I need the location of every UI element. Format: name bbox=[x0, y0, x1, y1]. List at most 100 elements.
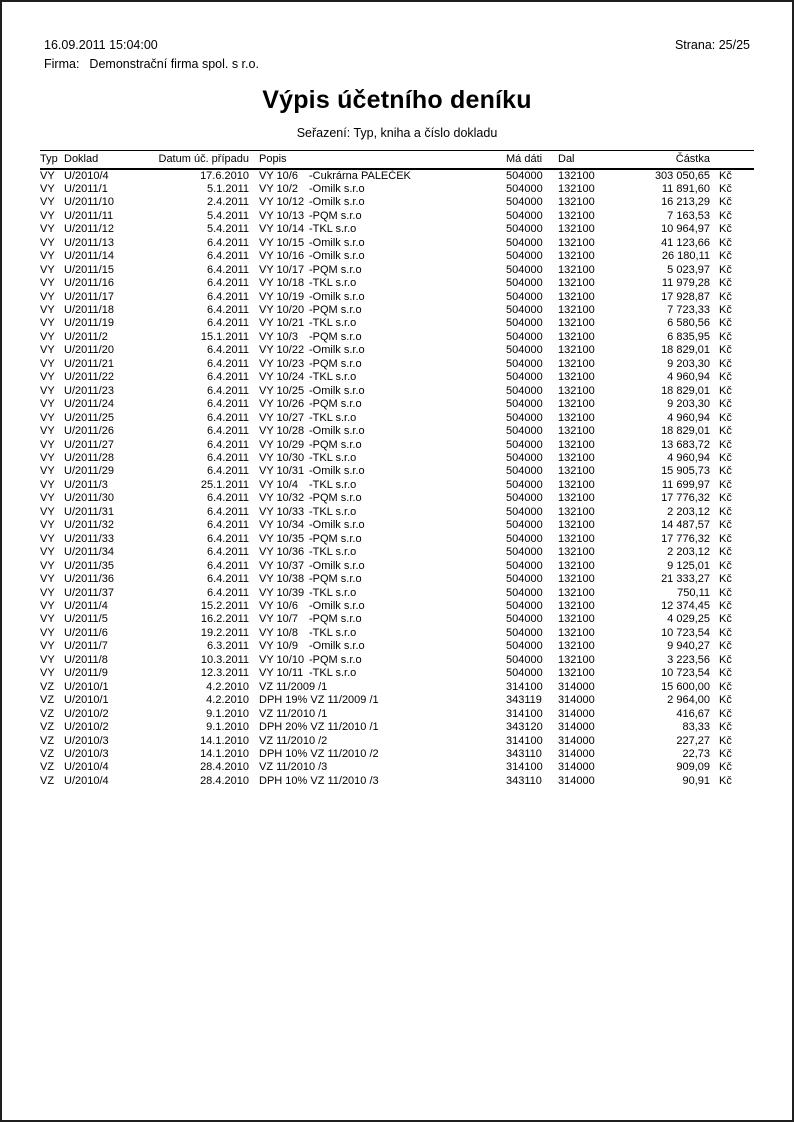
popis-description: -TKL s.r.o bbox=[309, 626, 357, 639]
cell-madati: 343120 bbox=[506, 721, 543, 734]
cell-currency: Kč bbox=[719, 277, 732, 290]
cell-popis: VY 10/25 -Omilk s.r.o bbox=[249, 385, 506, 398]
cell-castka: 9 203,30 bbox=[667, 398, 710, 411]
cell-doklad: U/2010/1 bbox=[64, 694, 109, 707]
cell-castka: 17 776,32 bbox=[661, 492, 710, 505]
cell-doklad: U/2011/31 bbox=[64, 505, 114, 518]
cell-castka: 15 905,73 bbox=[661, 465, 710, 478]
popis-description: -Omilk s.r.o bbox=[309, 236, 365, 249]
cell-popis: VZ 11/2010 /3 bbox=[249, 761, 506, 774]
table-row: VY U/2010/4 17.6.2010 VY 10/6 -Cukrárna PALE… bbox=[40, 169, 754, 183]
cell-doklad: U/2011/16 bbox=[64, 277, 114, 290]
popis-description: -PQM s.r.o bbox=[309, 330, 362, 343]
cell-madati: 504000 bbox=[506, 438, 543, 451]
popis-document-ref: VY 10/26 bbox=[259, 398, 305, 411]
sort-description: Seřazení: Typ, kniha a číslo dokladu bbox=[296, 126, 498, 140]
popis-description: -TKL s.r.o bbox=[309, 546, 357, 559]
cell-datum: 6.4.2011 bbox=[206, 532, 249, 545]
cell-madati: 504000 bbox=[506, 546, 543, 559]
cell-currency: Kč bbox=[719, 182, 732, 195]
table-row: VY U/2011/13 6.4.2011 VY 10/15 -Omilk s.r.o 5… bbox=[40, 237, 754, 250]
cell-dal: 132100 bbox=[558, 492, 595, 505]
cell-currency: Kč bbox=[719, 626, 732, 639]
popis-description: -TKL s.r.o bbox=[309, 277, 357, 290]
popis-document-ref: VY 10/11 bbox=[259, 667, 304, 680]
popis-document-ref: VY 10/32 bbox=[259, 492, 305, 505]
cell-datum: 14.1.2010 bbox=[200, 747, 249, 760]
popis-description: -PQM s.r.o bbox=[309, 492, 362, 505]
cell-currency: Kč bbox=[719, 546, 732, 559]
cell-castka: 10 723,54 bbox=[661, 626, 710, 639]
popis-document-ref: VZ 11/2010 /3 bbox=[259, 761, 328, 774]
popis-document-ref: VZ 11/2010 /2 bbox=[259, 734, 328, 747]
cell-typ: VY bbox=[40, 600, 55, 612]
cell-popis: VZ 11/2010 /2 bbox=[249, 735, 506, 748]
cell-doklad: U/2011/21 bbox=[64, 357, 114, 370]
cell-doklad: U/2011/8 bbox=[64, 653, 108, 666]
cell-dal: 132100 bbox=[558, 236, 595, 249]
cell-currency: Kč bbox=[719, 344, 732, 357]
cell-castka: 15 600,00 bbox=[661, 680, 710, 693]
table-row: VY U/2011/4 15.2.2011 VY 10/6 -Omilk s.r.o 50… bbox=[40, 600, 754, 613]
table-row: VY U/2011/19 6.4.2011 VY 10/21 -TKL s.r.o 504… bbox=[40, 317, 754, 330]
cell-datum: 5.1.2011 bbox=[206, 182, 249, 195]
cell-currency: Kč bbox=[719, 559, 732, 572]
cell-doklad: U/2011/1 bbox=[64, 182, 108, 195]
cell-popis: VY 10/20 -PQM s.r.o bbox=[249, 304, 506, 317]
cell-currency: Kč bbox=[719, 613, 732, 626]
cell-popis: DPH 10% VZ 11/2010 /3 bbox=[249, 775, 506, 788]
cell-popis: VY 10/26 -PQM s.r.o bbox=[249, 398, 506, 411]
table-row: VY U/2011/18 6.4.2011 VY 10/20 -PQM s.r.o 504… bbox=[40, 304, 754, 317]
cell-typ: VZ bbox=[40, 734, 55, 747]
cell-datum: 6.4.2011 bbox=[206, 438, 249, 451]
cell-typ: VY bbox=[40, 182, 55, 195]
cell-madati: 504000 bbox=[506, 586, 543, 599]
cell-madati: 504000 bbox=[506, 169, 543, 182]
cell-dal: 132100 bbox=[558, 317, 595, 330]
table-row: VY U/2011/29 6.4.2011 VY 10/31 -Omilk s.r.o 5… bbox=[40, 465, 754, 478]
cell-dal: 132100 bbox=[558, 425, 595, 438]
cell-typ: VY bbox=[40, 438, 55, 451]
cell-datum: 15.1.2011 bbox=[200, 330, 249, 343]
cell-doklad: U/2011/10 bbox=[64, 196, 114, 209]
cell-popis: VY 10/4 -TKL s.r.o bbox=[249, 479, 506, 492]
table-row: VY U/2011/9 12.3.2011 VY 10/11 -TKL s.r.o 504… bbox=[40, 667, 754, 680]
print-datetime: 16.09.2011 15:04:00 bbox=[44, 38, 158, 52]
page-title: Výpis účetního deníku bbox=[262, 86, 532, 114]
cell-currency: Kč bbox=[719, 532, 732, 545]
cell-doklad: U/2011/13 bbox=[64, 236, 114, 249]
table-row: VZ U/2010/2 9.1.2010 DPH 20% VZ 11/2010 /1 3… bbox=[40, 721, 754, 734]
cell-castka: 2 203,12 bbox=[667, 546, 710, 559]
cell-datum: 6.4.2011 bbox=[206, 344, 249, 357]
popis-document-ref: VY 10/7 bbox=[259, 613, 298, 626]
popis-description: -TKL s.r.o bbox=[309, 223, 357, 236]
journal-table-body: VY U/2010/4 17.6.2010 VY 10/6 -Cukrárna PALE… bbox=[40, 169, 754, 789]
cell-popis: DPH 10% VZ 11/2010 /2 bbox=[249, 748, 506, 761]
cell-typ: VY bbox=[40, 330, 55, 343]
cell-currency: Kč bbox=[719, 573, 732, 586]
cell-castka: 9 203,30 bbox=[667, 357, 710, 370]
cell-doklad: U/2011/17 bbox=[64, 290, 114, 303]
cell-datum: 12.3.2011 bbox=[200, 667, 249, 680]
cell-typ: VY bbox=[40, 398, 55, 411]
cell-datum: 5.4.2011 bbox=[206, 223, 249, 236]
popis-document-ref: VY 10/13 bbox=[259, 209, 305, 222]
cell-doklad: U/2011/36 bbox=[64, 573, 114, 586]
cell-dal: 132100 bbox=[558, 209, 595, 222]
cell-doklad: U/2011/32 bbox=[64, 519, 114, 532]
cell-castka: 11 979,28 bbox=[661, 277, 710, 290]
cell-datum: 6.4.2011 bbox=[206, 425, 249, 438]
cell-popis: VY 10/7 -PQM s.r.o bbox=[249, 613, 506, 626]
cell-madati: 314100 bbox=[506, 707, 543, 720]
popis-document-ref: VY 10/28 bbox=[259, 425, 305, 438]
cell-typ: VY bbox=[40, 559, 55, 572]
table-row: VY U/2011/8 10.3.2011 VY 10/10 -PQM s.r.o 504… bbox=[40, 654, 754, 667]
cell-currency: Kč bbox=[719, 505, 732, 518]
cell-madati: 504000 bbox=[506, 250, 543, 263]
cell-doklad: U/2011/2 bbox=[64, 330, 108, 343]
cell-currency: Kč bbox=[719, 761, 732, 774]
cell-madati: 314100 bbox=[506, 734, 543, 747]
cell-doklad: U/2011/14 bbox=[64, 250, 114, 263]
cell-currency: Kč bbox=[719, 694, 732, 707]
cell-currency: Kč bbox=[719, 667, 732, 680]
